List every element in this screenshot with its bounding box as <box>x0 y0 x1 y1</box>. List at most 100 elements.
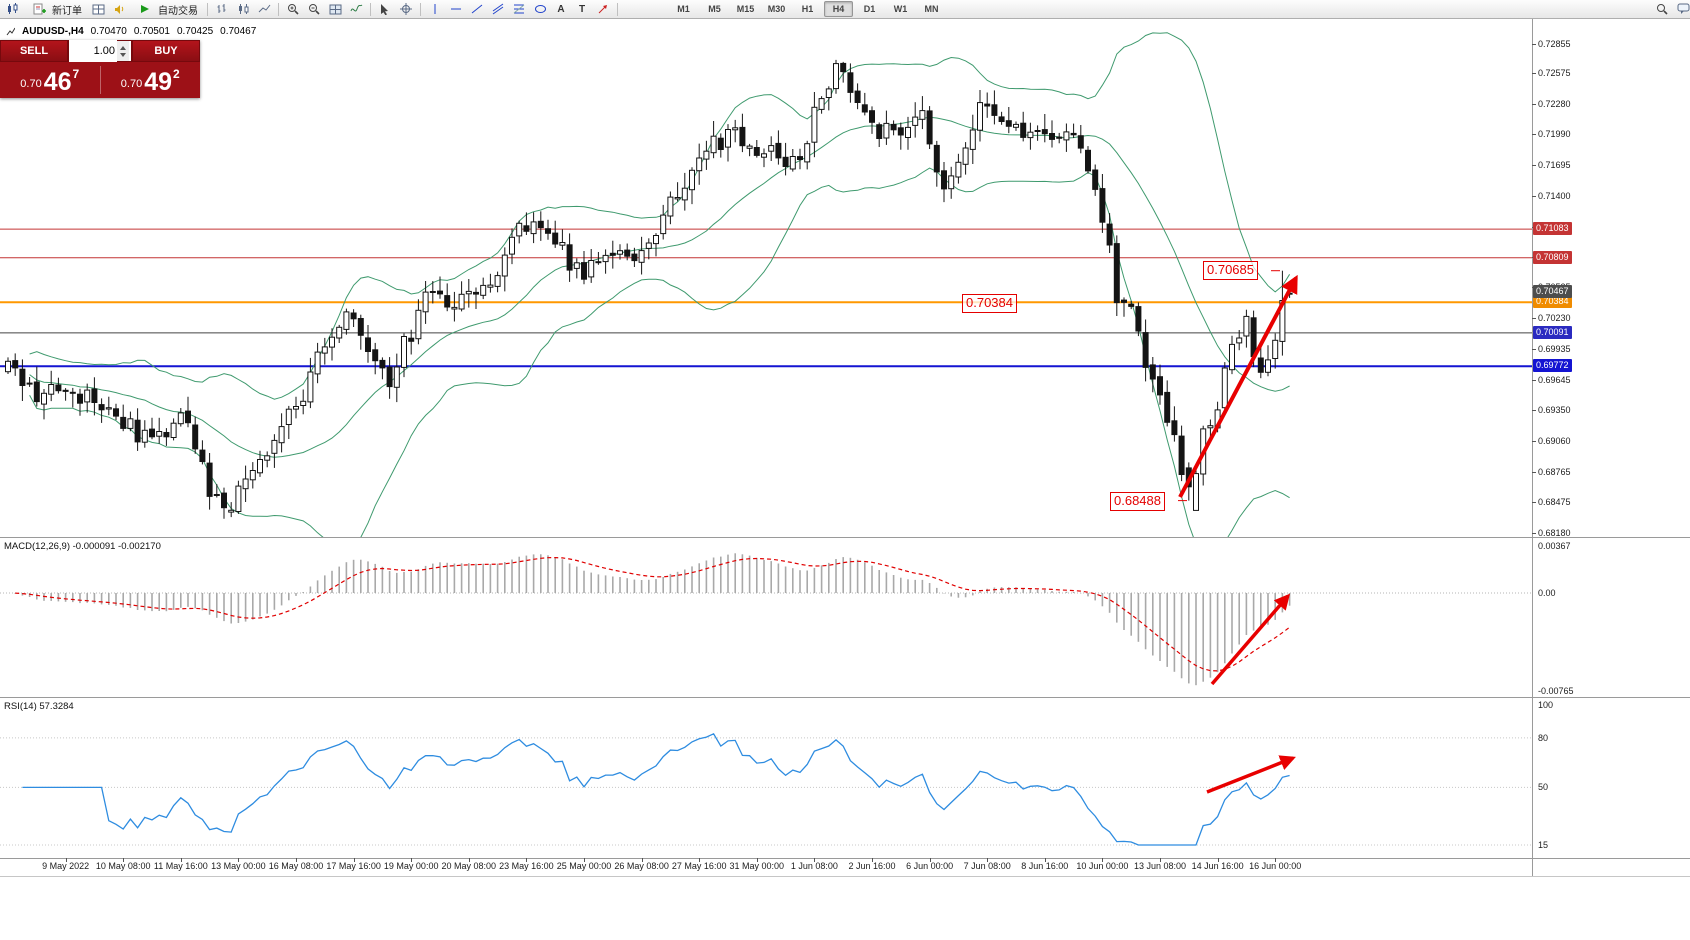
autotrading-button[interactable]: 自动交易 <box>130 2 203 17</box>
time-tick-mark <box>756 858 758 862</box>
price-annotation-68488[interactable]: 0.68488 <box>1110 492 1165 511</box>
rsi-axis-label: 50 <box>1538 782 1549 793</box>
macd-axis-zero: 0.00 <box>1538 588 1556 598</box>
price-tick-mark <box>1532 43 1536 45</box>
time-tick-mark <box>123 858 125 862</box>
alerts-icon[interactable] <box>109 2 129 17</box>
time-label: 17 May 16:00 <box>326 861 381 871</box>
bar-chart-icon[interactable] <box>212 2 232 17</box>
cursor-icon[interactable] <box>375 2 395 17</box>
timeframe-m5-button[interactable]: M5 <box>708 4 721 14</box>
timeframe-w1-button[interactable]: W1 <box>893 4 908 14</box>
window-bottom-border <box>0 876 1690 877</box>
autotrading-label: 自动交易 <box>158 5 198 17</box>
autotrading-play-icon <box>135 2 155 17</box>
price-tick-label: 0.70230 <box>1538 313 1571 324</box>
time-tick-mark <box>699 858 701 862</box>
price-level-box[interactable]: 0.70384 <box>1533 295 1572 309</box>
timeframe-m30-button[interactable]: M30 <box>767 4 786 14</box>
timeframe-mn-button[interactable]: MN <box>924 4 939 14</box>
panel-separator-rsi[interactable] <box>0 697 1690 698</box>
time-label: 27 May 16:00 <box>671 861 727 871</box>
arrow-tool-icon[interactable] <box>593 2 613 17</box>
symbol-chart-icon <box>5 24 15 39</box>
chart-window-icon[interactable] <box>3 2 23 17</box>
buy-price-big: 49 <box>144 68 173 96</box>
time-tick-mark <box>296 858 297 862</box>
buy-button[interactable]: BUY <box>132 40 200 62</box>
search-icon[interactable] <box>1652 2 1672 17</box>
volume-spinner[interactable] <box>117 41 129 61</box>
current-price-box: 0.70467 <box>1533 284 1572 298</box>
price-level-box[interactable]: 0.71083 <box>1533 222 1572 236</box>
price-tick-label: 0.71695 <box>1538 160 1571 170</box>
sell-button[interactable]: SELL <box>0 40 68 62</box>
time-label: 6 Jun 00:00 <box>906 861 954 871</box>
price-annotation-70384[interactable]: 0.70384 <box>962 294 1017 313</box>
timeframe-d1-button[interactable]: D1 <box>863 4 876 14</box>
panel-separator-macd[interactable] <box>0 537 1690 538</box>
price-tick-label: 0.72575 <box>1538 67 1571 78</box>
sell-price[interactable]: 0.70 46 7 <box>0 62 100 98</box>
time-label: 7 Jun 08:00 <box>963 861 1011 871</box>
vertical-line-icon[interactable] <box>425 2 445 17</box>
time-tick-mark <box>641 858 643 862</box>
time-tick-mark <box>65 858 67 862</box>
timeframe-m15-button[interactable]: M15 <box>736 4 755 14</box>
horizontal-line-icon[interactable] <box>446 2 466 17</box>
fibonacci-icon[interactable] <box>509 2 529 17</box>
price-tick-label: 0.71400 <box>1538 190 1571 201</box>
line-chart-icon[interactable] <box>254 2 274 17</box>
sell-price-pip: 7 <box>72 67 80 81</box>
price-tick-mark <box>1532 103 1536 105</box>
price-tick-mark <box>1532 501 1536 503</box>
indicators-icon[interactable] <box>346 2 366 17</box>
buy-price[interactable]: 0.70 49 2 <box>101 62 201 98</box>
volume-up-icon[interactable] <box>120 45 126 50</box>
zoom-in-icon[interactable] <box>283 2 303 17</box>
trendline-icon[interactable] <box>467 2 487 17</box>
time-label: 11 May 16:00 <box>153 861 208 871</box>
volume-input[interactable] <box>69 40 117 62</box>
time-tick-mark <box>814 858 816 862</box>
time-tick-mark <box>180 858 182 862</box>
price-level-box[interactable]: 0.69772 <box>1533 359 1572 373</box>
price-annotation-70685[interactable]: 0.70685 <box>1203 261 1258 280</box>
new-order-button[interactable]: 新订单 <box>24 2 87 17</box>
price-tick-label: 0.68765 <box>1538 466 1571 477</box>
rsi-axis-label: 80 <box>1538 732 1549 743</box>
time-label: 20 May 08:00 <box>441 861 497 871</box>
time-label: 16 May 08:00 <box>268 861 324 871</box>
tile-windows-icon[interactable] <box>325 2 345 17</box>
zoom-out-icon[interactable] <box>304 2 324 17</box>
text-tool-icon[interactable]: A <box>557 3 565 15</box>
time-tick-mark <box>238 858 240 862</box>
timeframe-h4-button[interactable]: H4 <box>824 1 853 17</box>
time-label: 10 May 08:00 <box>95 861 151 871</box>
chart-profiles-icon[interactable] <box>88 2 108 17</box>
ohlc-close: 0.70467 <box>220 26 257 37</box>
macd-indicator-label: MACD(12,26,9) -0.000091 -0.002170 <box>4 541 161 552</box>
price-level-box[interactable]: 0.70091 <box>1533 325 1572 339</box>
timeframe-m1-button[interactable]: M1 <box>677 4 690 14</box>
shapes-icon[interactable] <box>530 2 550 17</box>
price-level-box[interactable]: 0.70809 <box>1533 250 1572 264</box>
symbol-ohlc-label: AUDUSD-,H4 0.70470 0.70501 0.70425 0.704… <box>5 24 256 39</box>
buy-price-pip: 2 <box>173 67 180 81</box>
price-tick-label: 0.68475 <box>1538 496 1571 507</box>
candlestick-chart-icon[interactable] <box>233 2 253 17</box>
time-tick-mark <box>468 858 470 862</box>
label-tool-icon[interactable]: T <box>578 3 586 15</box>
time-label: 19 May 00:00 <box>383 861 439 871</box>
channel-icon[interactable] <box>488 2 508 17</box>
crosshair-icon[interactable] <box>396 2 416 17</box>
ohlc-high: 0.70501 <box>133 26 170 37</box>
rsi-axis-label: 100 <box>1538 700 1554 710</box>
timeframe-h1-button[interactable]: H1 <box>801 4 814 14</box>
time-tick-mark <box>1102 858 1104 862</box>
volume-down-icon[interactable] <box>120 52 126 57</box>
price-tick-label: 0.69350 <box>1538 405 1571 416</box>
chat-icon[interactable] <box>1673 2 1690 17</box>
